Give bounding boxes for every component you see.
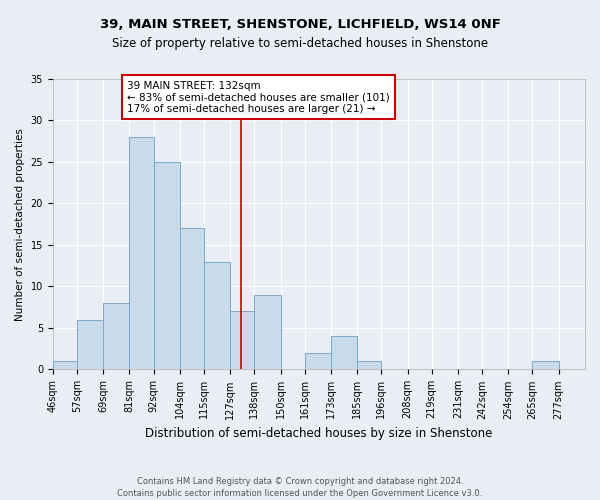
Bar <box>305 353 331 370</box>
Bar <box>103 303 130 370</box>
Text: 39, MAIN STREET, SHENSTONE, LICHFIELD, WS14 0NF: 39, MAIN STREET, SHENSTONE, LICHFIELD, W… <box>100 18 500 30</box>
Bar <box>331 336 357 370</box>
Text: Contains HM Land Registry data © Crown copyright and database right 2024.
Contai: Contains HM Land Registry data © Crown c… <box>118 476 482 498</box>
Bar <box>254 295 281 370</box>
Bar <box>130 137 154 370</box>
Text: 39 MAIN STREET: 132sqm
← 83% of semi-detached houses are smaller (101)
17% of se: 39 MAIN STREET: 132sqm ← 83% of semi-det… <box>127 80 390 114</box>
Bar <box>532 361 559 370</box>
Y-axis label: Number of semi-detached properties: Number of semi-detached properties <box>15 128 25 320</box>
Bar <box>77 320 103 370</box>
Bar <box>357 361 382 370</box>
Bar <box>53 361 77 370</box>
Bar <box>154 162 180 370</box>
Bar <box>204 262 230 370</box>
Bar <box>180 228 204 370</box>
X-axis label: Distribution of semi-detached houses by size in Shenstone: Distribution of semi-detached houses by … <box>145 427 493 440</box>
Text: Size of property relative to semi-detached houses in Shenstone: Size of property relative to semi-detach… <box>112 38 488 51</box>
Bar <box>230 312 254 370</box>
